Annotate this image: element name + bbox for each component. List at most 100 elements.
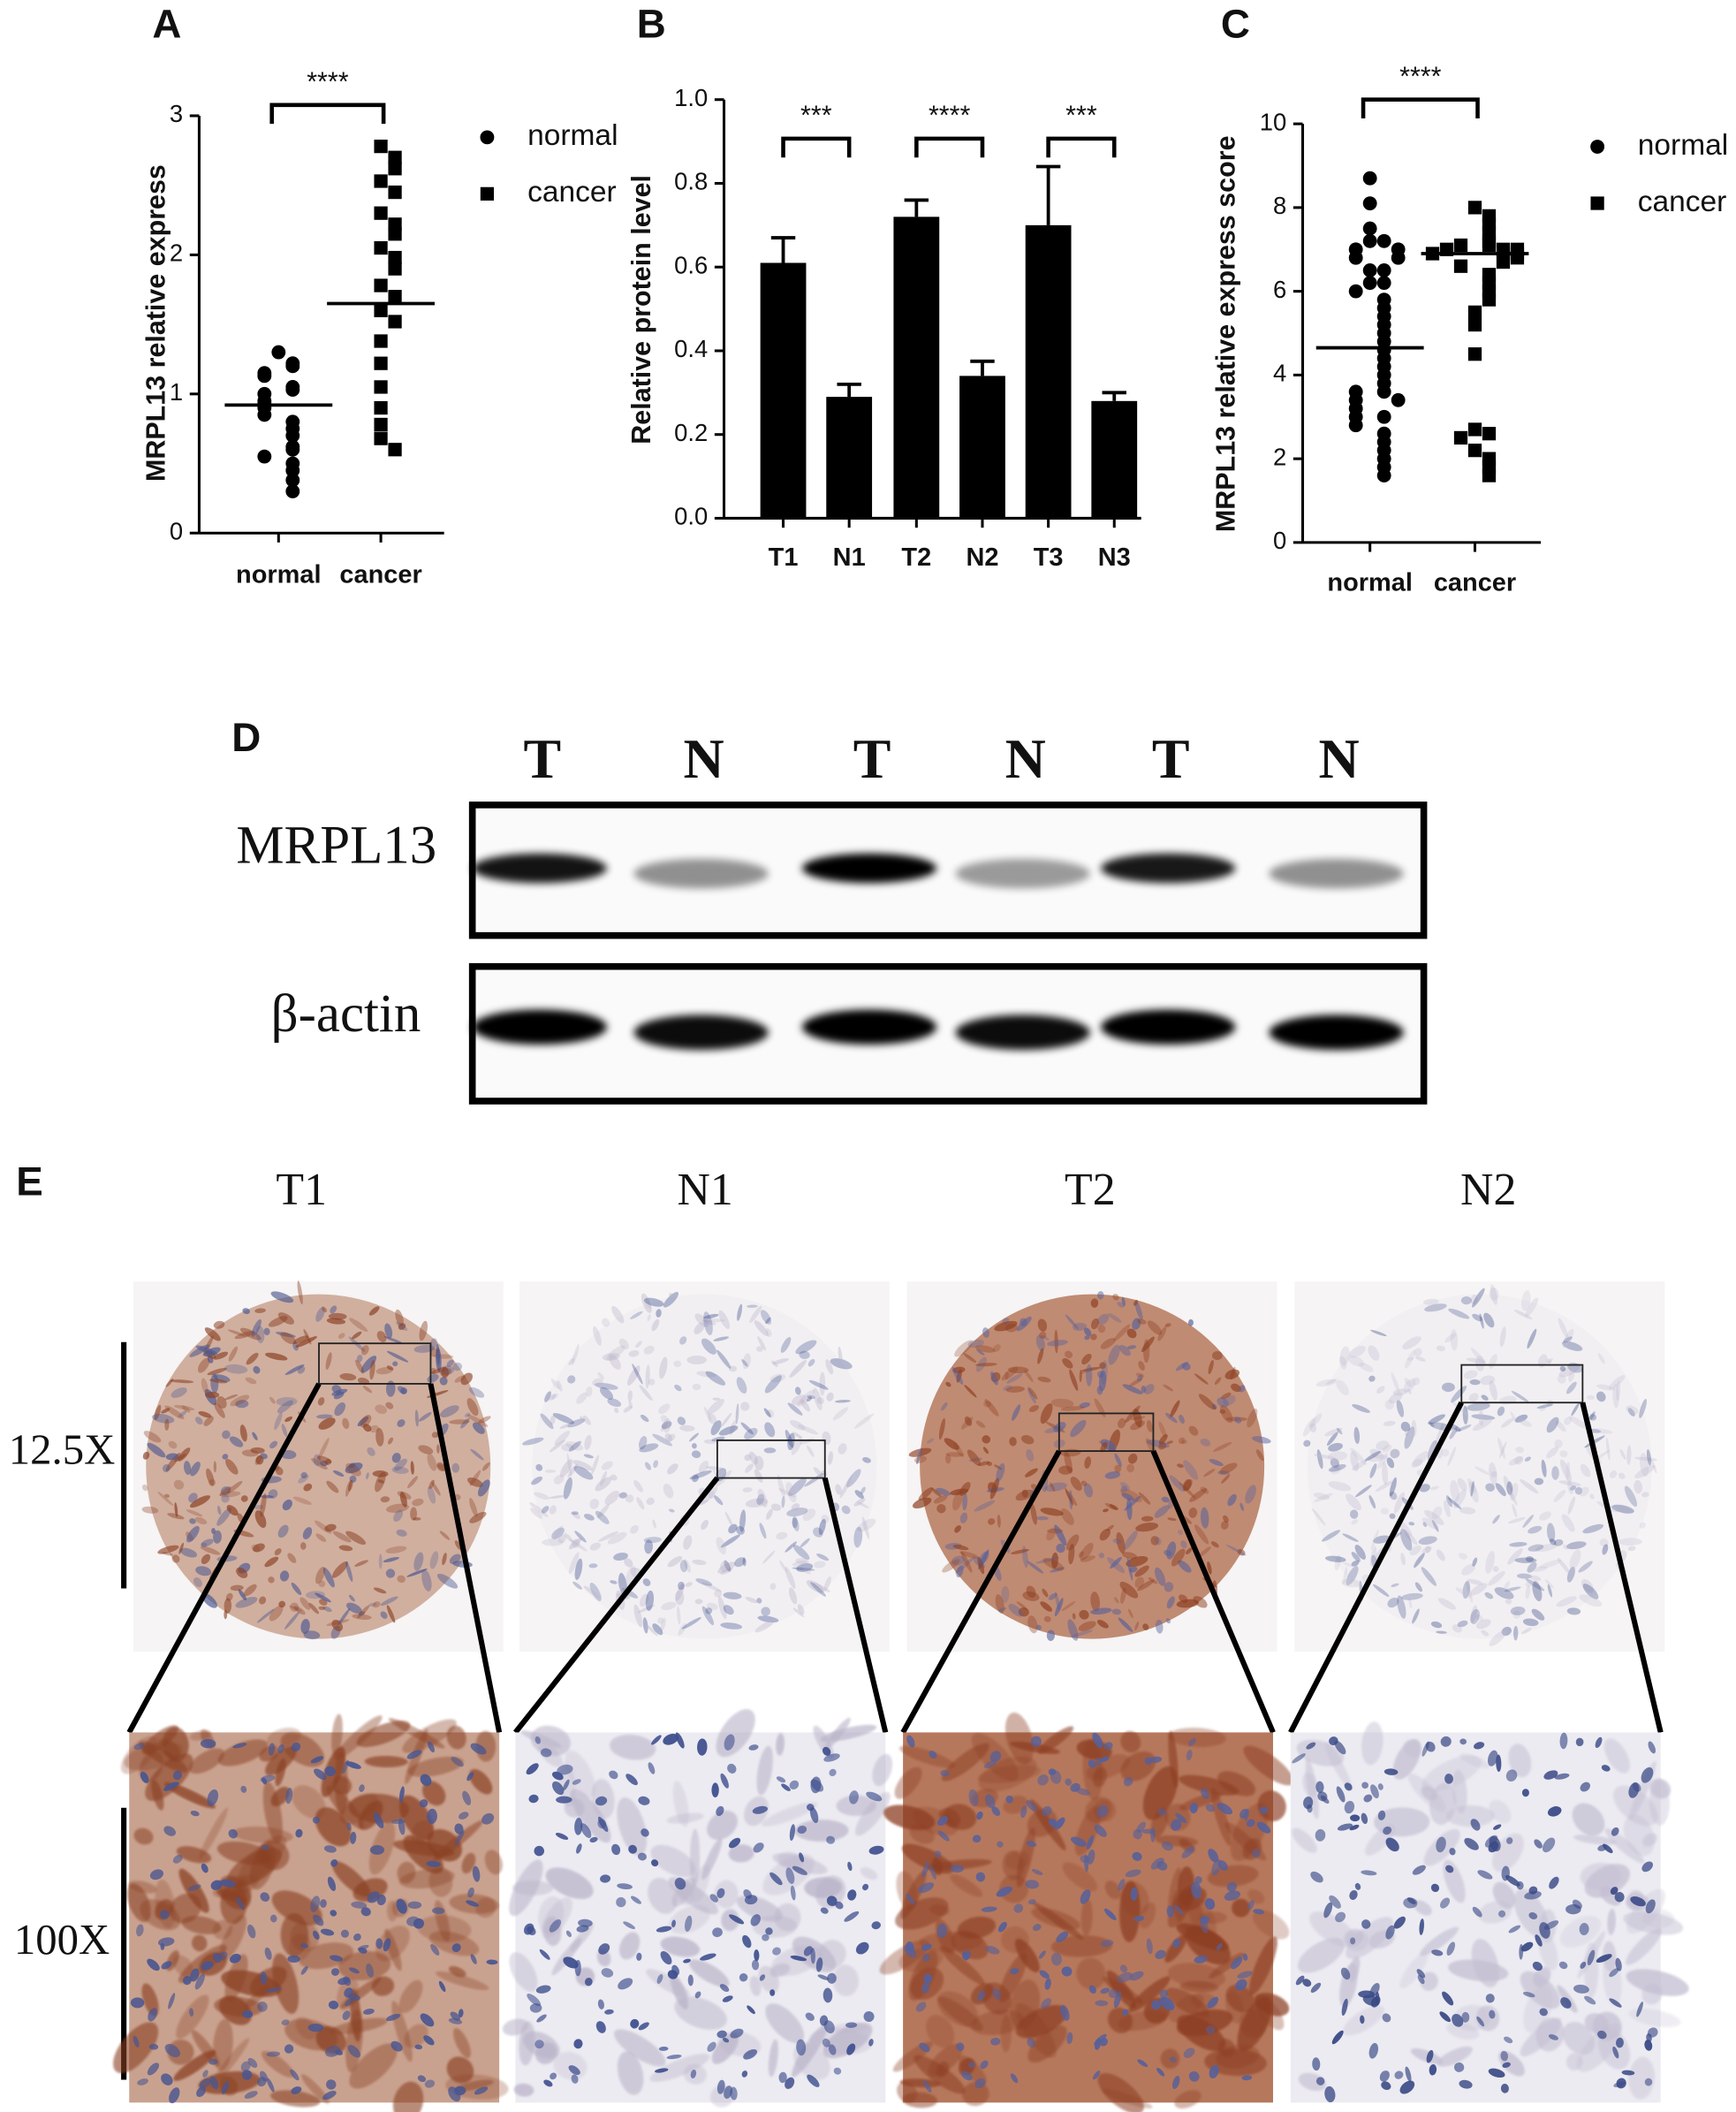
nucleus — [906, 1941, 914, 1954]
tissue-speck — [1137, 1318, 1147, 1325]
tissue-speck — [1207, 1561, 1212, 1575]
tissue-speck — [1525, 1556, 1535, 1562]
tissue-speck — [1114, 1453, 1122, 1467]
tissue-speck — [713, 1495, 724, 1506]
tissue-speck — [959, 1551, 979, 1559]
tissue-speck — [174, 1454, 186, 1462]
nucleus — [207, 1789, 219, 1807]
nucleus — [1256, 1821, 1271, 1834]
stroma — [1297, 1937, 1345, 1973]
tissue-speck — [956, 1565, 964, 1578]
tissue-speck — [992, 1344, 1001, 1352]
stroma — [261, 2050, 294, 2078]
tissue-speck — [1042, 1588, 1049, 1598]
tissue-speck — [742, 1487, 753, 1493]
tissue-speck — [1453, 1489, 1467, 1508]
tissue-speck — [1099, 1362, 1106, 1370]
nucleus — [1247, 1900, 1255, 1911]
tissue-speck — [1189, 1488, 1208, 1502]
tissue-speck — [800, 1538, 810, 1548]
tissue-speck — [618, 1492, 627, 1499]
tissue-speck — [1146, 1420, 1153, 1432]
tissue-speck — [198, 1411, 212, 1418]
tissue-speck — [386, 1503, 409, 1513]
stroma — [894, 1766, 922, 1799]
nucleus — [182, 1975, 192, 1986]
tissue-speck — [593, 1326, 602, 1346]
tissue-speck — [1054, 1524, 1067, 1546]
nucleus — [1504, 2036, 1513, 2044]
tissue-speck — [1203, 1469, 1216, 1478]
nucleus — [574, 1818, 583, 1835]
tissue-speck — [816, 1397, 824, 1404]
tissue-speck — [997, 1514, 1001, 1528]
nucleus — [1166, 1905, 1174, 1918]
tissue-speck — [804, 1472, 824, 1487]
tissue-speck — [1475, 1619, 1491, 1630]
tissue-speck — [1108, 1344, 1120, 1365]
data-point — [1376, 233, 1391, 248]
stroma — [356, 1721, 411, 1748]
tissue-speck — [974, 1500, 996, 1512]
nucleus — [1429, 2064, 1437, 2076]
nucleus — [1005, 1795, 1013, 1804]
tissue-speck — [318, 1437, 330, 1460]
tissue-speck — [1422, 1522, 1428, 1527]
tissue-speck — [234, 1331, 255, 1340]
tissue-speck — [799, 1350, 810, 1359]
stroma — [854, 1791, 891, 1836]
stroma — [331, 1713, 343, 1757]
tissue-speck — [385, 1569, 396, 1578]
stroma — [389, 1718, 445, 1749]
stroma — [295, 2017, 316, 2040]
nucleus — [149, 1869, 164, 1880]
nucleus — [1406, 1897, 1416, 1904]
nucleus — [805, 2012, 815, 2021]
data-point — [374, 206, 388, 220]
tissue-speck — [430, 1367, 447, 1374]
tissue-speck — [1326, 1432, 1338, 1447]
tissue-speck — [977, 1556, 985, 1575]
column-label: N2 — [1460, 1165, 1516, 1215]
tissue-speck — [660, 1617, 666, 1631]
tissue-speck — [1429, 1485, 1439, 1491]
tissue-speck — [1177, 1463, 1184, 1468]
stroma — [446, 1725, 466, 1750]
nucleus — [1056, 1931, 1069, 1942]
tissue-speck — [1020, 1435, 1035, 1445]
tissue-speck — [639, 1443, 659, 1453]
tissue-speck — [1393, 1492, 1406, 1514]
tissue-speck — [1406, 1388, 1412, 1394]
tissue-speck — [816, 1554, 830, 1561]
stroma — [1565, 2052, 1583, 2071]
tissue-speck — [679, 1560, 688, 1573]
tissue-speck — [1640, 1453, 1649, 1478]
tissue-speck — [669, 1293, 675, 1299]
data-point — [1496, 255, 1511, 270]
tissue-speck — [208, 1478, 216, 1486]
stroma — [926, 2014, 955, 2048]
tissue-speck — [582, 1415, 591, 1425]
y-tick-label: 0.0 — [674, 503, 708, 530]
tissue-speck — [345, 1561, 353, 1583]
data-point — [374, 417, 388, 432]
nucleus — [844, 1911, 860, 1922]
data-point — [257, 368, 272, 384]
tissue-speck — [995, 1594, 1004, 1614]
nucleus — [200, 1738, 216, 1749]
nucleus — [1381, 2081, 1391, 2091]
tissue-speck — [692, 1443, 697, 1449]
tissue-speck — [348, 1479, 353, 1492]
tissue-speck — [825, 1359, 834, 1375]
data-point — [257, 449, 272, 464]
tissue-speck — [1546, 1417, 1559, 1433]
stroma — [721, 1909, 739, 1932]
tissue-speck — [1370, 1529, 1379, 1551]
tissue-speck — [225, 1458, 239, 1475]
nucleus — [451, 1943, 461, 1953]
tissue-speck — [460, 1417, 470, 1429]
tissue-speck — [749, 1305, 762, 1323]
nucleus — [1048, 1818, 1057, 1827]
tissue-speck — [1021, 1489, 1028, 1498]
tissue-speck — [541, 1506, 550, 1514]
